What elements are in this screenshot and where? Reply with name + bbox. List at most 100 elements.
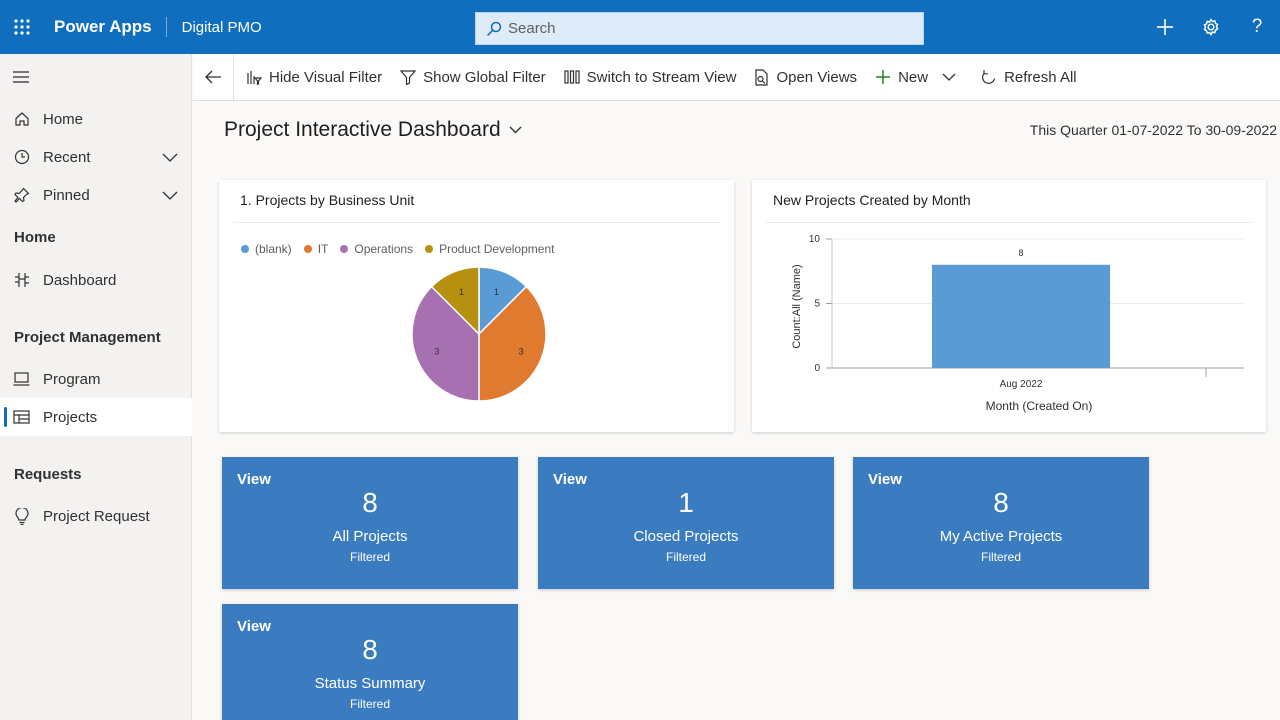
brand-title[interactable]: Power Apps (54, 17, 167, 37)
open-views-label: Open Views (776, 68, 858, 86)
sidebar-item-pinned[interactable]: Pinned (0, 176, 192, 214)
tile-sublabel: Filtered (665, 550, 706, 564)
legend-item[interactable]: IT (303, 242, 329, 256)
sidebar-item-program[interactable]: Program (0, 360, 192, 398)
pin-icon (0, 187, 43, 203)
sidebar-item-project-request[interactable]: Project Request (0, 497, 192, 535)
filter-icon (400, 70, 417, 85)
pie-chart[interactable]: 1 3 3 1 (409, 264, 549, 404)
legend-swatch (241, 245, 249, 253)
hide-visual-filter-button[interactable]: Hide Visual Filter (246, 54, 382, 101)
chevron-down-icon[interactable] (162, 188, 178, 205)
back-arrow-icon[interactable] (193, 53, 234, 101)
plus-icon (876, 70, 891, 84)
chevron-down-icon[interactable] (162, 150, 178, 167)
tile-count: 8 (993, 487, 1009, 518)
stream-tile-my-active-projects[interactable]: View 8 My Active Projects Filtered (853, 457, 1149, 589)
sidebar-item-label: Program (43, 370, 101, 388)
legend-item[interactable]: (blank) (241, 242, 292, 256)
pie-slice[interactable] (411, 285, 480, 402)
home-icon (0, 111, 43, 127)
tile-count: 8 (362, 487, 378, 518)
y-tick-label: 0 (814, 363, 820, 374)
tile-label: My Active Projects (939, 528, 1063, 545)
sidebar-item-recent[interactable]: Recent (0, 138, 192, 176)
dashboard-selector[interactable]: Project Interactive Dashboard (224, 118, 522, 142)
search-input[interactable]: Search (475, 12, 924, 45)
projects-icon (0, 410, 43, 424)
help-icon[interactable]: ? (1251, 16, 1263, 37)
gear-icon[interactable] (1188, 0, 1234, 54)
bar[interactable] (932, 264, 1110, 368)
legend-swatch (425, 245, 434, 253)
hamburger-icon[interactable] (13, 70, 29, 89)
show-global-filter-button[interactable]: Show Global Filter (400, 54, 546, 101)
legend-label: IT (317, 242, 329, 256)
sidebar-item-label: Dashboard (43, 271, 117, 289)
x-tick-label: Aug 2022 (1000, 379, 1043, 390)
sidebar-item-label: Recent (43, 148, 91, 166)
tile-label: Closed Projects (633, 528, 739, 545)
pie-slice[interactable] (478, 285, 547, 402)
y-tick-label: 5 (814, 299, 820, 310)
command-bar: Hide Visual Filter Show Global Filter Sw… (193, 53, 1280, 101)
refresh-all-button[interactable]: Refresh All (981, 54, 1077, 101)
pie-data-label: 1 (494, 287, 499, 297)
sidebar-item-label: Project Request (43, 507, 150, 525)
stream-tile-all-projects[interactable]: View 8 All Projects Filtered (222, 457, 518, 589)
x-axis-title: Month (Created On) (986, 399, 1093, 413)
sidebar-item-label: Home (43, 110, 84, 128)
sidebar-group-title: Requests (14, 466, 82, 483)
stream-view-icon (564, 70, 580, 84)
tile-sublabel: Filtered (349, 697, 390, 711)
legend-item[interactable]: Product Development (425, 242, 554, 256)
legend-label: Product Development (439, 242, 555, 256)
sidebar-item-projects[interactable]: Projects (0, 398, 192, 436)
new-button[interactable]: New (875, 54, 963, 101)
chart-card-business-unit: 1. Projects by Business Unit (blank) IT … (219, 180, 734, 432)
plus-icon[interactable] (1142, 0, 1188, 54)
legend-item[interactable]: Operations (340, 242, 413, 256)
switch-stream-view-label: Switch to Stream View (586, 68, 737, 86)
bar-chart[interactable]: 0 5 10 8 Aug 2022 Month (Created On) Count:All… (752, 225, 1266, 425)
search-icon (486, 21, 502, 36)
clock-icon (0, 149, 43, 165)
tile-label: All Projects (332, 528, 408, 545)
chart-card-new-projects: New Projects Created by Month 0 5 10 8 Aug 2… (752, 180, 1266, 432)
timeframe-filter-text[interactable]: This Quarter 01-07-2022 To 30-09-2022 (1029, 122, 1277, 138)
pie-data-label: 3 (519, 346, 524, 356)
stream-tile-closed-projects[interactable]: View 1 Closed Projects Filtered (538, 457, 834, 589)
switch-stream-view-button[interactable]: Switch to Stream View (564, 54, 737, 101)
sidebar-item-label: Projects (43, 408, 98, 426)
sidebar-item-home[interactable]: Home (0, 100, 192, 138)
sidebar-item-dashboard[interactable]: Dashboard (0, 261, 192, 299)
open-views-button[interactable]: Open Views (754, 54, 857, 101)
chevron-down-icon (509, 126, 522, 134)
divider (233, 222, 720, 223)
laptop-icon (0, 372, 43, 386)
open-views-icon (755, 68, 769, 86)
refresh-all-label: Refresh All (1004, 68, 1077, 86)
waffle-icon[interactable] (0, 0, 44, 54)
tile-label: Status Summary (314, 675, 426, 692)
divider (766, 222, 1252, 223)
tile-view-link[interactable]: View (237, 471, 271, 488)
chart-filter-icon (247, 71, 262, 85)
tile-view-link[interactable]: View (553, 471, 587, 488)
pie-slice[interactable] (430, 266, 480, 336)
lightbulb-icon (0, 507, 43, 525)
bar-data-label: 8 (1018, 248, 1023, 258)
tile-view-link[interactable]: View (237, 618, 271, 635)
chart-title: 1. Projects by Business Unit (240, 192, 415, 208)
tile-sublabel: Filtered (980, 550, 1021, 564)
stream-tile-status-summary[interactable]: View 8 Status Summary Filtered (222, 604, 518, 720)
tile-count: 8 (362, 634, 378, 665)
pie-data-label: 1 (459, 287, 464, 297)
legend-label: Operations (354, 242, 414, 256)
app-name[interactable]: Digital PMO (181, 18, 262, 36)
tile-view-link[interactable]: View (868, 471, 902, 488)
legend-swatch (340, 245, 349, 253)
chevron-down-icon[interactable] (942, 73, 956, 82)
tile-sublabel: Filtered (349, 550, 390, 564)
y-tick-label: 10 (809, 234, 821, 245)
